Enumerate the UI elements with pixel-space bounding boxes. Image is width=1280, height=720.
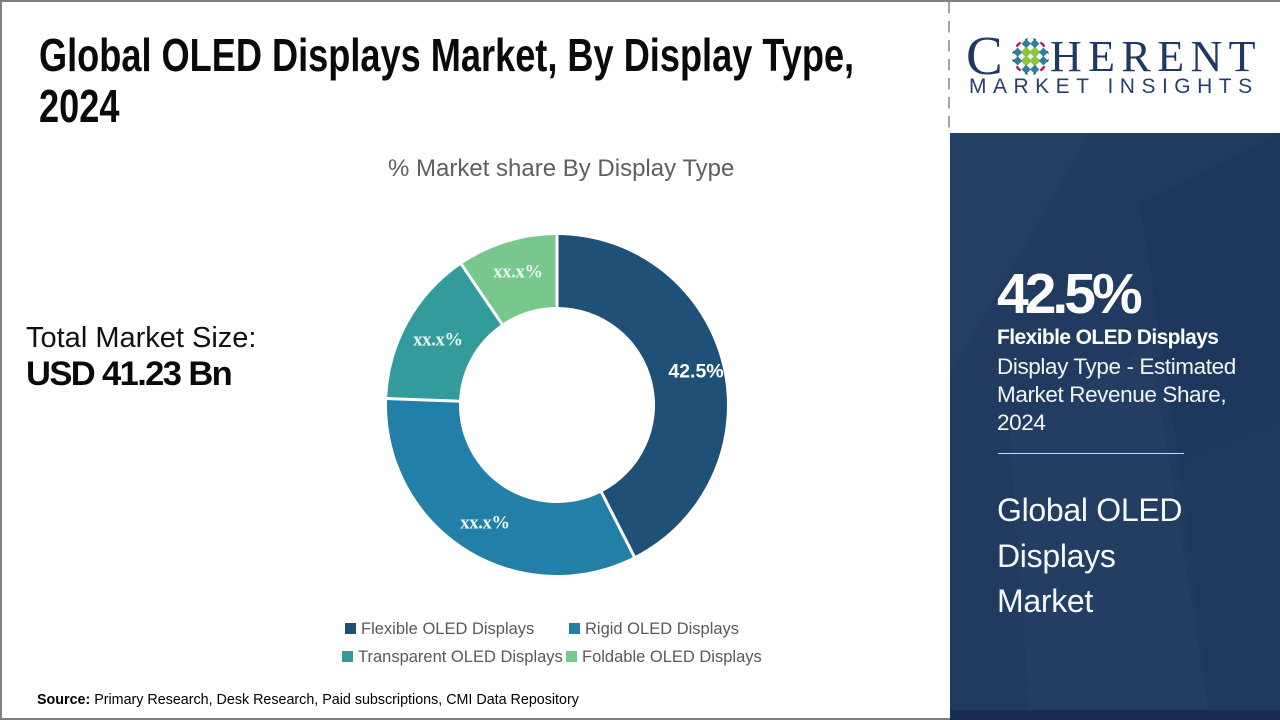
- svg-text:42.5%: 42.5%: [668, 361, 723, 383]
- svg-text:xx.x%: xx.x%: [413, 331, 462, 351]
- svg-text:xx.x%: xx.x%: [493, 263, 542, 283]
- svg-text:xx.x%: xx.x%: [460, 514, 509, 534]
